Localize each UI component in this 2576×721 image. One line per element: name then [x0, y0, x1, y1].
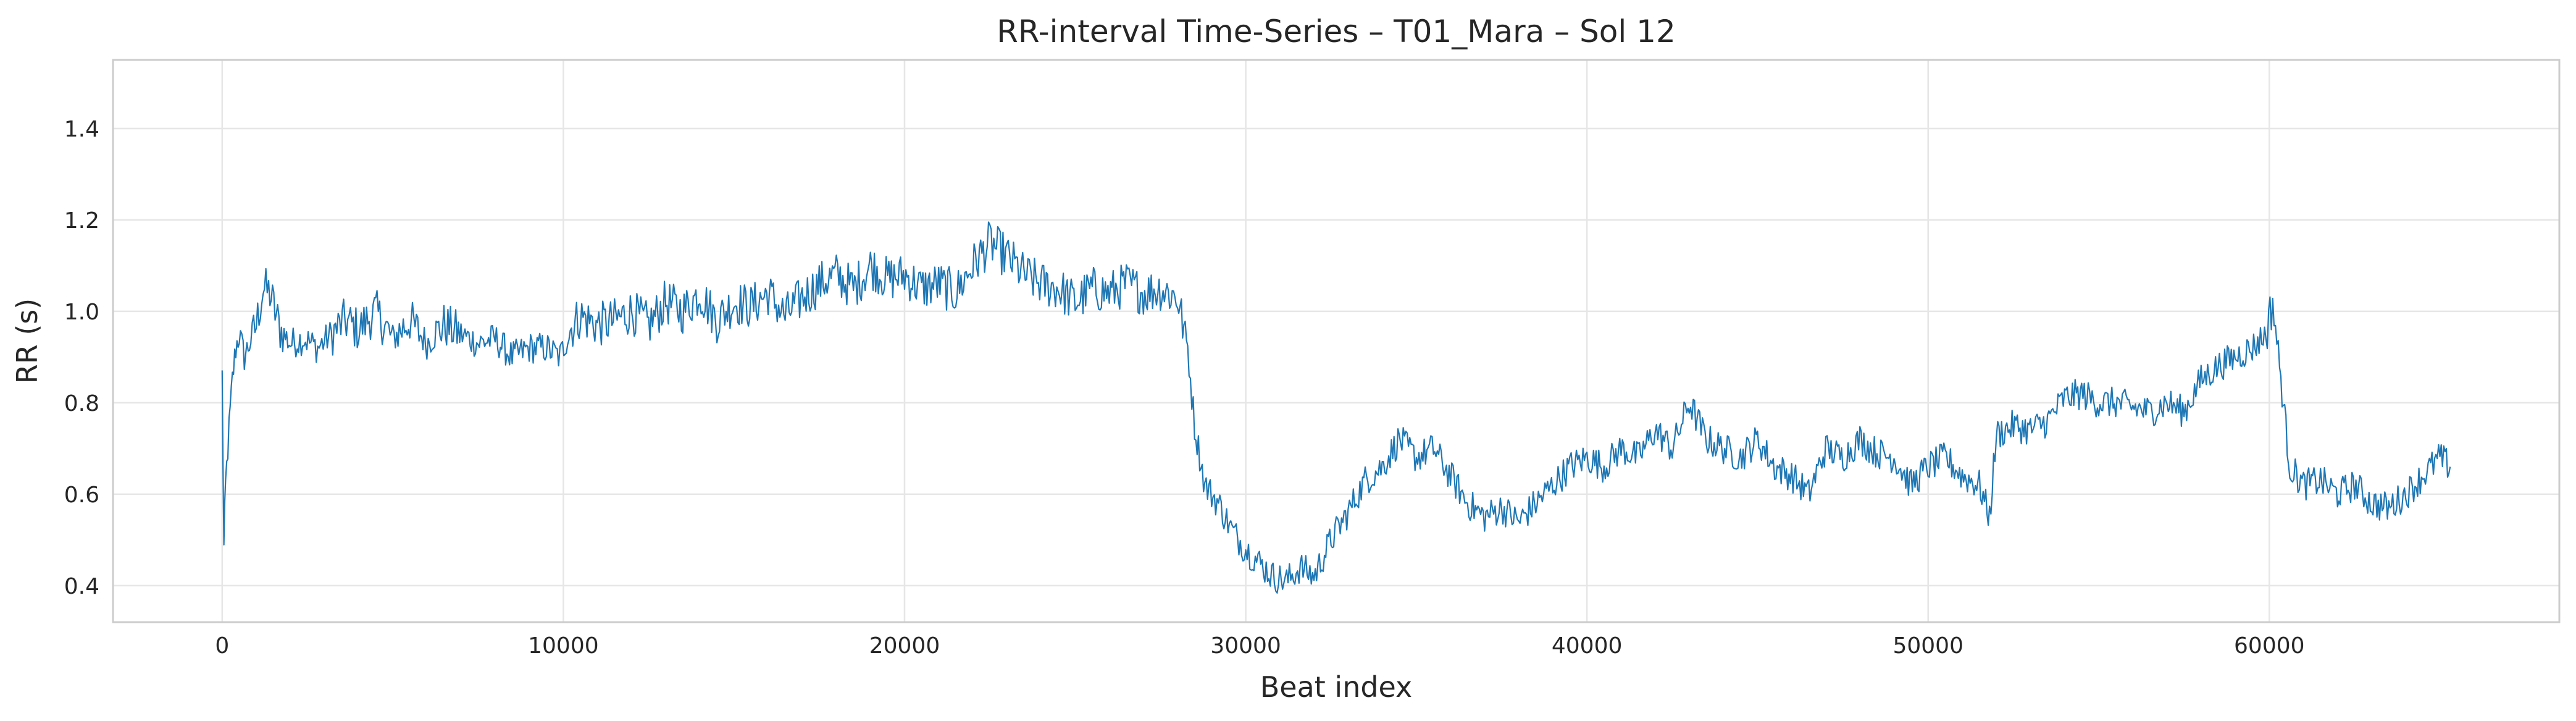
plot-frame	[112, 59, 2561, 623]
x-tick-label: 10000	[528, 633, 599, 659]
x-tick-label: 30000	[1210, 633, 1281, 659]
y-gridlines	[113, 127, 2559, 587]
chart-title: RR-interval Time-Series – T01_Mara – Sol…	[997, 14, 1676, 49]
series-layer	[221, 221, 2451, 594]
y-tick-label: 0.6	[64, 483, 99, 508]
x-tick-label: 60000	[2234, 633, 2305, 659]
x-tick-label: 50000	[1892, 633, 1963, 659]
x-gridlines	[221, 60, 2270, 622]
y-tick-label: 0.8	[64, 391, 99, 416]
x-tick-label: 40000	[1552, 633, 1623, 659]
y-tick-label: 0.4	[64, 574, 99, 599]
x-tick-label: 0	[215, 633, 229, 659]
x-tick-label: 20000	[869, 633, 940, 659]
y-tick-label: 1.4	[64, 117, 99, 142]
y-axis-label: RR (s)	[10, 298, 44, 384]
y-tick-label: 1.2	[64, 208, 99, 234]
x-tick-labels: 0 10000 20000 30000 40000 50000 60000	[215, 633, 2304, 659]
y-tick-labels: 0.4 0.6 0.8 1.0 1.2 1.4	[64, 117, 99, 599]
y-tick-label: 1.0	[64, 300, 99, 325]
rr-series-line	[221, 221, 2451, 594]
x-axis-label: Beat index	[1260, 670, 1413, 704]
